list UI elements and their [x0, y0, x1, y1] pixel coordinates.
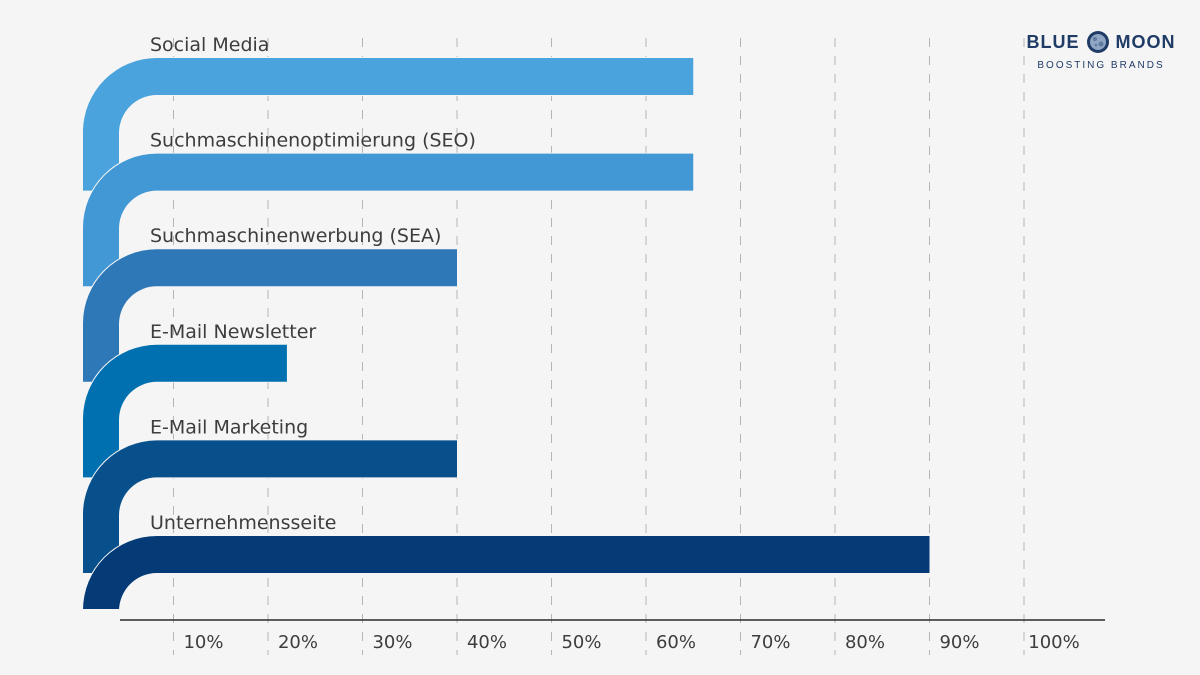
tick-labels: 10% 20% 30% 40% 50% 60% 70% 80% 90% 100% — [183, 632, 1079, 653]
bar — [82, 152, 695, 288]
brand-word-right: MOON — [1115, 31, 1176, 52]
tick-label: 10% — [183, 632, 223, 653]
bar-group: Social Media — [82, 34, 695, 192]
bar-group: Unternehmensseite — [82, 512, 931, 612]
bar — [82, 248, 458, 383]
category-label: Suchmaschinenwerbung (SEA) — [150, 225, 441, 247]
category-label: Unternehmensseite — [150, 512, 336, 534]
tick-label: 70% — [750, 632, 790, 653]
brand-word-left: BLUE — [1026, 31, 1080, 52]
bar-group: Suchmaschinenwerbung (SEA) — [82, 225, 458, 383]
brand-logo: BLUE MOON BOOSTING BRANDS — [1026, 30, 1176, 71]
bar-group: E-Mail Newsletter — [82, 321, 316, 479]
category-label: Suchmaschinenoptimierung (SEO) — [150, 130, 476, 152]
bar — [82, 535, 931, 612]
tick-label: 80% — [845, 632, 885, 653]
tick-label: 20% — [278, 632, 318, 653]
bar-group: E-Mail Marketing — [82, 416, 458, 574]
bar-group: Suchmaschinenoptimierung (SEO) — [82, 130, 695, 288]
bars: Social Media Suchmaschinenoptimierung (SE… — [82, 34, 931, 612]
brand-wordmark: BLUE MOON — [1026, 30, 1176, 54]
bar — [82, 343, 288, 479]
tick-label: 50% — [561, 632, 601, 653]
category-label: E-Mail Newsletter — [150, 321, 316, 343]
tick-label: 100% — [1028, 632, 1079, 653]
tick-label: 60% — [656, 632, 696, 653]
tick-label: 30% — [372, 632, 412, 653]
bar — [82, 57, 695, 192]
tick-label: 40% — [467, 632, 507, 653]
category-label: E-Mail Marketing — [150, 416, 308, 438]
category-label: Social Media — [150, 34, 269, 56]
bar — [82, 439, 458, 574]
moon-icon — [1086, 31, 1109, 53]
brand-tagline: BOOSTING BRANDS — [1037, 60, 1165, 71]
tick-label: 90% — [939, 632, 979, 653]
